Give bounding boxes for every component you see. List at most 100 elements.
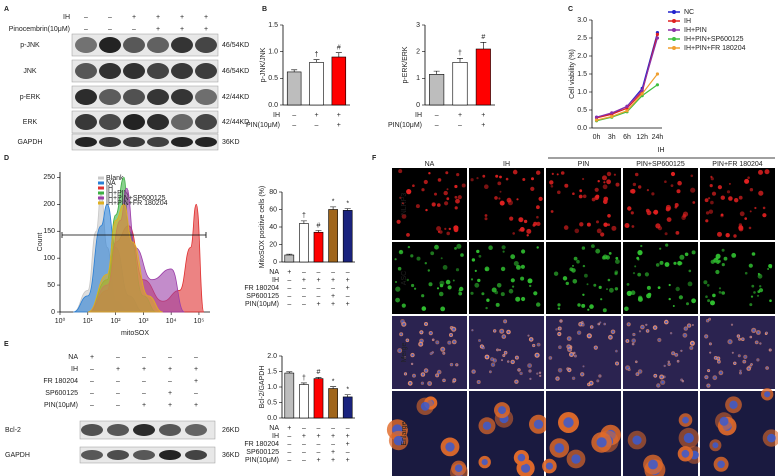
nucleus <box>436 374 439 377</box>
cell <box>684 252 689 257</box>
condition-sign: + <box>180 26 184 33</box>
cell <box>627 206 632 211</box>
nucleus <box>503 354 505 357</box>
condition-sign: – <box>302 449 306 456</box>
condition-label: FR 180204 <box>43 378 78 385</box>
data-point <box>640 88 644 92</box>
blot-band <box>99 89 121 105</box>
nucleus <box>729 400 738 409</box>
nucleus <box>648 459 658 470</box>
cell <box>602 254 608 260</box>
nucleus <box>597 380 599 382</box>
cell <box>423 179 428 185</box>
cell <box>703 280 708 285</box>
bar <box>299 223 309 263</box>
cell <box>445 279 451 285</box>
column-label: PIN+FR 180204 <box>712 161 762 168</box>
cell <box>512 169 518 175</box>
nucleus <box>471 329 473 331</box>
bar <box>452 62 468 106</box>
cell <box>459 286 464 292</box>
cell <box>718 287 722 290</box>
legend-label: Blank <box>106 175 124 182</box>
nucleus <box>654 326 657 329</box>
cell <box>456 243 462 249</box>
cell <box>556 173 559 176</box>
nucleus <box>627 323 630 326</box>
nucleus <box>430 352 432 355</box>
column-label: IH <box>503 161 510 168</box>
nucleus <box>590 326 593 328</box>
condition-sign: + <box>116 366 120 373</box>
data-point <box>655 32 660 37</box>
bar <box>309 62 324 106</box>
cell <box>563 225 569 230</box>
panel-label: F <box>372 155 377 162</box>
cell <box>758 190 764 196</box>
cell <box>446 197 450 201</box>
cell <box>505 177 509 181</box>
nucleus <box>493 330 496 332</box>
cell <box>495 174 499 178</box>
cell <box>498 197 501 200</box>
blot-band <box>99 63 121 79</box>
error-bar <box>315 230 322 233</box>
condition-label: SP600125 <box>45 390 78 397</box>
micrograph <box>546 242 621 314</box>
nucleus <box>443 352 445 354</box>
cell <box>762 213 767 218</box>
cell <box>709 184 713 188</box>
cell <box>638 295 643 300</box>
cell <box>511 285 515 288</box>
nucleus <box>571 454 581 464</box>
cell <box>536 170 541 175</box>
cell <box>406 278 409 282</box>
cell <box>664 180 667 183</box>
condition-sign: – <box>168 354 172 361</box>
blot-band <box>195 37 217 53</box>
cell <box>704 198 709 203</box>
blot-band <box>123 89 145 105</box>
nucleus <box>404 356 406 358</box>
cell <box>606 179 611 185</box>
cell <box>672 305 675 307</box>
blot-band <box>185 450 207 460</box>
nucleus <box>588 334 591 338</box>
cell <box>564 183 569 188</box>
cell <box>440 257 443 260</box>
cell <box>519 227 525 232</box>
cell <box>757 290 761 293</box>
nucleus <box>537 343 540 346</box>
cell <box>513 261 519 266</box>
cell <box>569 267 574 272</box>
nucleus <box>665 320 668 324</box>
condition-label: PIN(10μM) <box>245 457 279 464</box>
cell <box>454 195 458 199</box>
data-point <box>655 72 660 76</box>
cell <box>478 254 482 258</box>
cell <box>733 234 737 238</box>
nucleus <box>668 361 670 363</box>
error-bar <box>300 220 307 224</box>
legend-marker <box>672 10 676 14</box>
bar <box>284 372 295 419</box>
blot-band <box>81 424 103 436</box>
nucleus <box>738 355 740 357</box>
cell <box>607 223 610 226</box>
bar <box>284 254 295 263</box>
nucleus <box>708 318 711 320</box>
bar <box>328 388 338 419</box>
condition-sign: + <box>331 457 335 464</box>
condition-sign: – <box>331 441 335 448</box>
nucleus <box>421 373 424 376</box>
nucleus <box>707 369 710 372</box>
cell <box>734 198 739 203</box>
nucleus <box>594 346 597 349</box>
x-tick-label: 12h <box>636 134 648 141</box>
nucleus <box>718 360 720 363</box>
condition-sign: + <box>142 402 146 409</box>
cell <box>448 227 451 231</box>
nucleus <box>393 435 404 446</box>
blot-band <box>147 89 169 105</box>
nucleus <box>731 324 733 326</box>
